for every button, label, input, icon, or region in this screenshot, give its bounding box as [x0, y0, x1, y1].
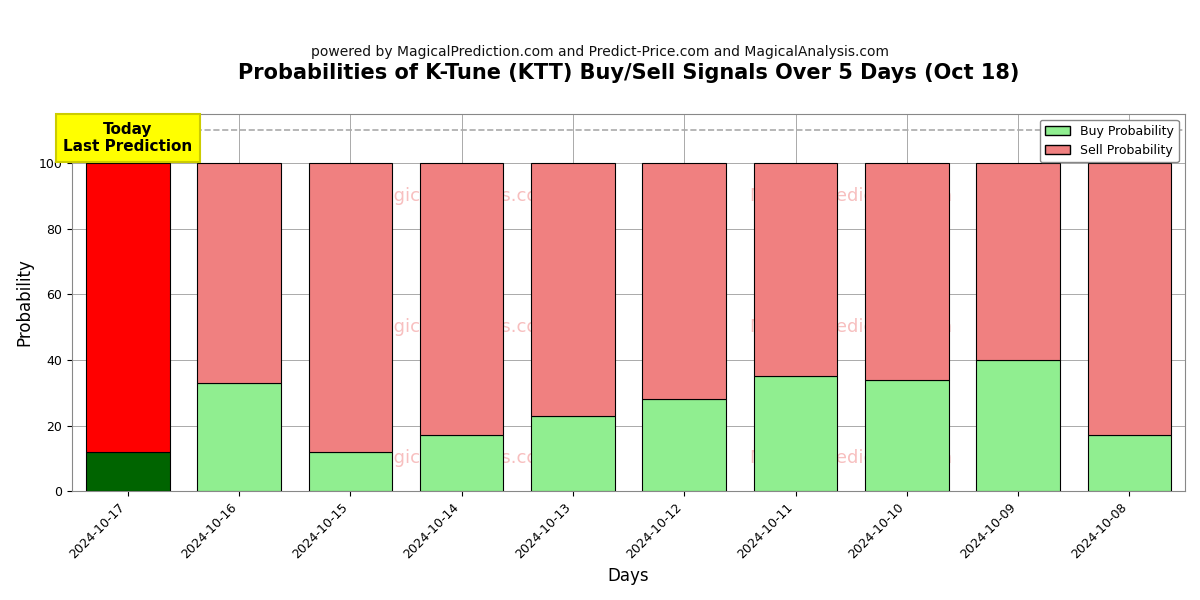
Text: MagicalAnalysis.com: MagicalAnalysis.com: [367, 449, 556, 467]
Legend: Buy Probability, Sell Probability: Buy Probability, Sell Probability: [1040, 120, 1178, 162]
Bar: [308, 163, 392, 452]
Bar: [86, 452, 169, 491]
Title: Probabilities of K-Tune (KTT) Buy/Sell Signals Over 5 Days (Oct 18): Probabilities of K-Tune (KTT) Buy/Sell S…: [238, 63, 1019, 83]
Text: MagicalPrediction.com: MagicalPrediction.com: [750, 187, 953, 205]
Bar: [532, 163, 614, 416]
Bar: [197, 383, 281, 491]
X-axis label: Days: Days: [607, 567, 649, 585]
Bar: [977, 163, 1060, 360]
Text: powered by MagicalPrediction.com and Predict-Price.com and MagicalAnalysis.com: powered by MagicalPrediction.com and Pre…: [311, 45, 889, 59]
Bar: [308, 452, 392, 491]
Bar: [420, 436, 503, 491]
Text: MagicalAnalysis.com: MagicalAnalysis.com: [367, 318, 556, 336]
Bar: [754, 163, 838, 376]
Bar: [642, 400, 726, 491]
Text: MagicalPrediction.com: MagicalPrediction.com: [750, 449, 953, 467]
Bar: [865, 163, 948, 380]
Y-axis label: Probability: Probability: [16, 259, 34, 346]
Bar: [1087, 436, 1171, 491]
Text: MagicalPrediction.com: MagicalPrediction.com: [750, 318, 953, 336]
Text: MagicalAnalysis.com: MagicalAnalysis.com: [367, 187, 556, 205]
Bar: [865, 380, 948, 491]
Bar: [642, 163, 726, 400]
Bar: [86, 163, 169, 452]
Bar: [197, 163, 281, 383]
Text: Today
Last Prediction: Today Last Prediction: [64, 122, 192, 154]
Bar: [1087, 163, 1171, 436]
Bar: [977, 360, 1060, 491]
Bar: [420, 163, 503, 436]
Bar: [754, 376, 838, 491]
Bar: [532, 416, 614, 491]
